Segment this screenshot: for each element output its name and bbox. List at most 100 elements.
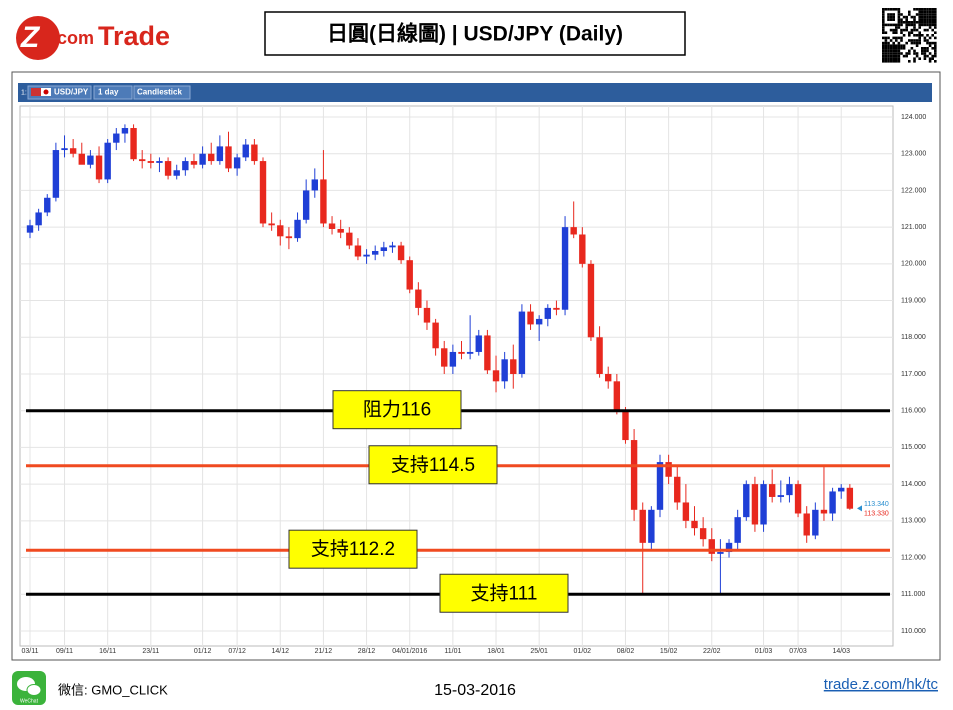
candle-body	[846, 487, 854, 509]
date: 15-03-2016	[434, 682, 516, 699]
qr-cell	[928, 23, 932, 27]
qr-cell	[913, 23, 916, 27]
qr-cell	[918, 26, 921, 29]
plot: 110.000 111.000 112.000 113.000 114.000 115.0…	[20, 106, 926, 655]
y-tick-label: 117.000	[901, 371, 926, 378]
level-label: 阻力116	[363, 399, 431, 421]
y-tick-label: 121.000	[901, 224, 926, 231]
y-tick-label: 116.000	[901, 408, 926, 415]
qr-cell	[887, 60, 890, 63]
candle-body	[466, 351, 474, 354]
qr-cell	[884, 44, 888, 47]
qr-cell	[905, 23, 908, 27]
qr-cell	[895, 54, 898, 58]
candle-body	[605, 373, 612, 382]
qr-cell	[897, 15, 901, 19]
qr-cell	[892, 18, 895, 21]
qr-cell	[934, 26, 937, 29]
candle-body	[432, 322, 439, 349]
qr-cell	[895, 8, 898, 11]
candle-body	[518, 311, 526, 374]
qr-cell	[934, 44, 937, 47]
qr-cell	[897, 49, 901, 53]
interval[interactable]: 1 day	[98, 88, 119, 97]
qr-cell	[934, 54, 937, 58]
candle-body	[768, 484, 776, 497]
candle-body	[622, 410, 629, 441]
qr-cell	[895, 28, 898, 32]
qr-cell	[900, 13, 903, 16]
qr-cell	[882, 36, 885, 40]
style[interactable]: Candlestick	[137, 88, 182, 97]
qr-cell	[908, 23, 911, 27]
candle-body	[760, 484, 767, 525]
qr-cell	[913, 52, 916, 55]
x-tick-label: 04/01/2016	[392, 648, 427, 655]
qr-cell	[897, 47, 901, 50]
plot-area	[19, 105, 894, 647]
qr-cell	[889, 23, 893, 27]
candle-body	[743, 484, 750, 518]
candle-body	[492, 370, 500, 382]
candle-body	[156, 161, 163, 163]
qr-cell	[921, 15, 924, 19]
qr-cell	[887, 13, 890, 16]
qr-cell	[934, 49, 937, 53]
flag-jp-dot	[43, 89, 49, 95]
qr-cell	[895, 60, 898, 63]
x-tick-label: 25/01	[530, 648, 548, 655]
candle-body	[838, 487, 845, 492]
logo-brand: Trade	[98, 21, 170, 51]
qr-cell	[931, 57, 934, 60]
level-label-box	[288, 529, 418, 569]
qr-cell	[882, 52, 885, 55]
candle-body	[52, 150, 60, 198]
candle-body	[199, 153, 206, 165]
style-tab[interactable]	[133, 85, 191, 100]
interval-tab[interactable]	[93, 85, 133, 100]
qr-cell	[897, 60, 901, 63]
qr-cell	[884, 8, 888, 11]
qr-cell	[887, 44, 890, 47]
qr-cell	[913, 41, 916, 45]
qr-cell	[895, 31, 898, 34]
candle-body	[458, 351, 465, 354]
qr-cell	[923, 23, 927, 27]
qr-cell	[926, 10, 929, 14]
candle-body	[311, 179, 318, 191]
candle-body	[164, 161, 172, 176]
qr-cell	[908, 60, 911, 63]
candle-body	[794, 484, 802, 514]
qr-cell	[910, 28, 914, 32]
x-tick-label: 01/03	[755, 648, 773, 655]
qr-cell	[892, 31, 895, 34]
qr-cell	[905, 15, 908, 19]
candle-body	[510, 359, 517, 374]
candle-body	[475, 335, 482, 352]
qr-cell	[882, 49, 885, 53]
candle-body	[44, 197, 51, 213]
qr-cell	[926, 8, 929, 11]
level-label: 支持111	[471, 582, 538, 604]
candle-body	[544, 307, 551, 319]
x-tick-label: 03/11	[22, 648, 39, 655]
candle-body	[484, 335, 491, 371]
qr-cell	[921, 52, 924, 55]
qr-cell	[892, 15, 895, 19]
x-tick-label: 18/01	[487, 648, 505, 655]
qr-cell	[897, 23, 901, 27]
price-tag: 113.340	[864, 501, 889, 508]
site-link[interactable]: trade.z.com/hk/tc	[824, 676, 939, 693]
qr-cell	[889, 44, 893, 47]
x-tick-label: 08/02	[617, 648, 635, 655]
qr-cell	[905, 21, 908, 24]
qr-cell	[913, 8, 916, 11]
candle-body	[812, 509, 819, 536]
symbol[interactable]: USD/JPY	[54, 88, 89, 97]
x-tick-label: 23/11	[142, 648, 159, 655]
x-tick-label: 21/12	[315, 648, 333, 655]
qr-cell	[915, 54, 919, 58]
qr-cell	[900, 31, 903, 34]
qr-cell	[910, 21, 914, 24]
level-label-box	[368, 445, 498, 485]
